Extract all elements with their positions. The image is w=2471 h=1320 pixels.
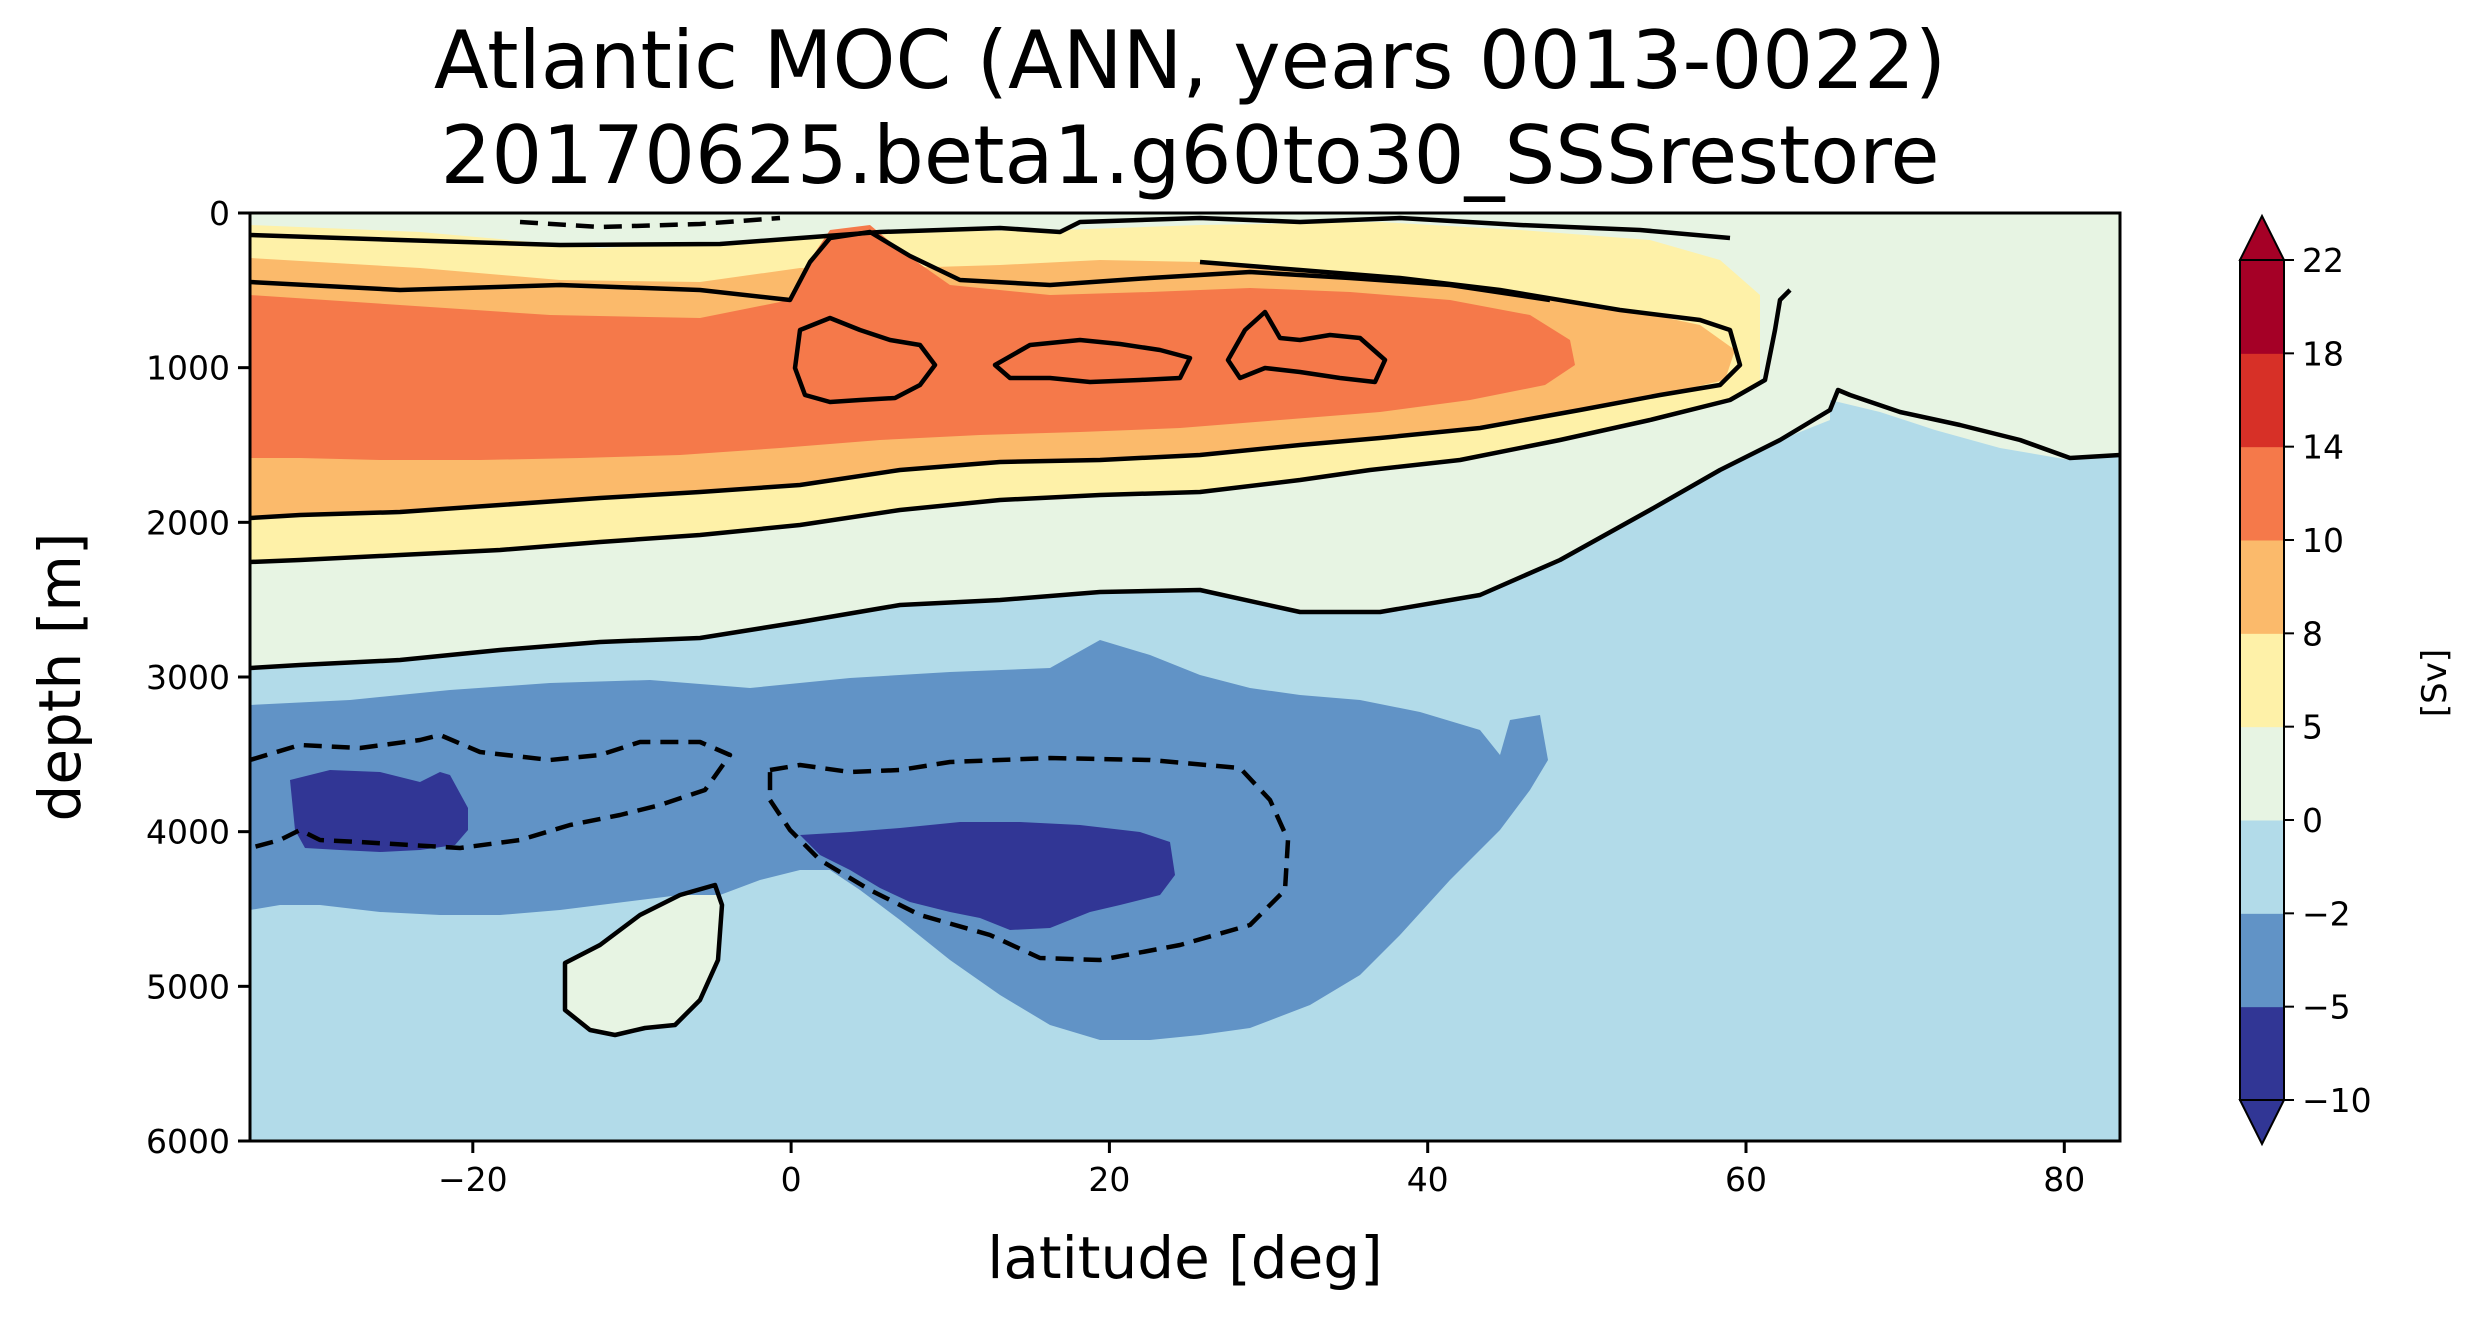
colorbar-tick-label: 22 xyxy=(2302,241,2344,280)
colorbar-extend-over xyxy=(2238,213,2286,261)
chart-title: Atlantic MOC (ANN, years 0013-0022) xyxy=(434,14,1946,107)
colorbar-tick-label: 0 xyxy=(2302,801,2323,840)
colorbar-tick-label: −5 xyxy=(2302,988,2351,1027)
colorbar-segment xyxy=(2240,913,2284,1008)
contour-line-neg5-left xyxy=(250,732,733,851)
contour-line-neg-top xyxy=(519,215,781,230)
colorbar-tick-label: 8 xyxy=(2302,614,2323,653)
colorbar-tick-label: 18 xyxy=(2302,334,2344,373)
colorbar-tick-label: 5 xyxy=(2302,708,2323,747)
colorbar-extend-under xyxy=(2238,1099,2286,1147)
y-tick-label: 5000 xyxy=(146,967,230,1006)
y-tick-label: 0 xyxy=(209,194,230,233)
contour-line-8-top xyxy=(250,229,1551,303)
y-tick-label: 1000 xyxy=(146,349,230,388)
colorbar-tick-label: 10 xyxy=(2302,521,2344,560)
x-tick-label: −20 xyxy=(438,1160,508,1199)
contour-line-10-core-c xyxy=(1225,309,1388,385)
colorbar-tick-label: 14 xyxy=(2302,428,2344,467)
colorbar-segment xyxy=(2240,446,2284,541)
chart-subtitle: 20170625.beta1.g60to30_SSSrestore xyxy=(440,109,1939,202)
colorbar-segment xyxy=(2240,633,2284,728)
contour-line-5-top xyxy=(250,215,1731,248)
fill-band-0-5-island xyxy=(565,885,722,1035)
y-axis-label: depth [m] xyxy=(26,532,94,821)
x-tick-label: 20 xyxy=(1088,1160,1130,1199)
contour-line-8 xyxy=(250,259,1743,521)
contour-line-neg5-right xyxy=(767,755,1291,963)
x-tick-label: 80 xyxy=(2043,1160,2085,1199)
colorbar-label: [Sv] xyxy=(2415,649,2455,717)
y-tick-label: 4000 xyxy=(146,813,230,852)
colorbar-segment xyxy=(2240,726,2284,821)
fill-band-neg10-neg5-right xyxy=(800,822,1175,930)
colorbar-segment xyxy=(2240,540,2284,634)
y-axis: 0 1000 2000 3000 4000 5000 6000 xyxy=(146,194,250,1161)
contour-line-10-core-b xyxy=(992,337,1193,385)
x-axis: −20 0 20 40 60 80 xyxy=(438,1141,2085,1199)
x-tick-label: 40 xyxy=(1407,1160,1449,1199)
colorbar-frame xyxy=(2239,259,2285,1101)
x-tick-label: 60 xyxy=(1725,1160,1767,1199)
y-tick-label: 3000 xyxy=(146,658,230,697)
colorbar: −10 −5 −2 0 5 8 10 14 18 22 xyxy=(2238,213,2372,1147)
colorbar-segment xyxy=(2240,260,2284,354)
colorbar-segment xyxy=(2240,820,2284,914)
y-tick-label: 6000 xyxy=(146,1122,230,1161)
contour-line-10-core-a xyxy=(792,315,938,405)
x-axis-label: latitude [deg] xyxy=(987,1224,1383,1292)
contour-line-5 xyxy=(250,288,1792,565)
y-tick-label: 2000 xyxy=(146,503,230,542)
fill-band-neg10-neg5-left xyxy=(290,770,468,852)
colorbar-tick-label: −10 xyxy=(2302,1081,2372,1120)
colorbar-tick-label: −2 xyxy=(2302,894,2351,933)
colorbar-segment xyxy=(2240,353,2284,448)
contour-line-0 xyxy=(250,387,2120,671)
x-tick-label: 0 xyxy=(781,1160,802,1199)
contour-line-0-island xyxy=(562,882,725,1038)
plot-area xyxy=(250,213,2120,1141)
colorbar-segment xyxy=(2240,1006,2284,1101)
